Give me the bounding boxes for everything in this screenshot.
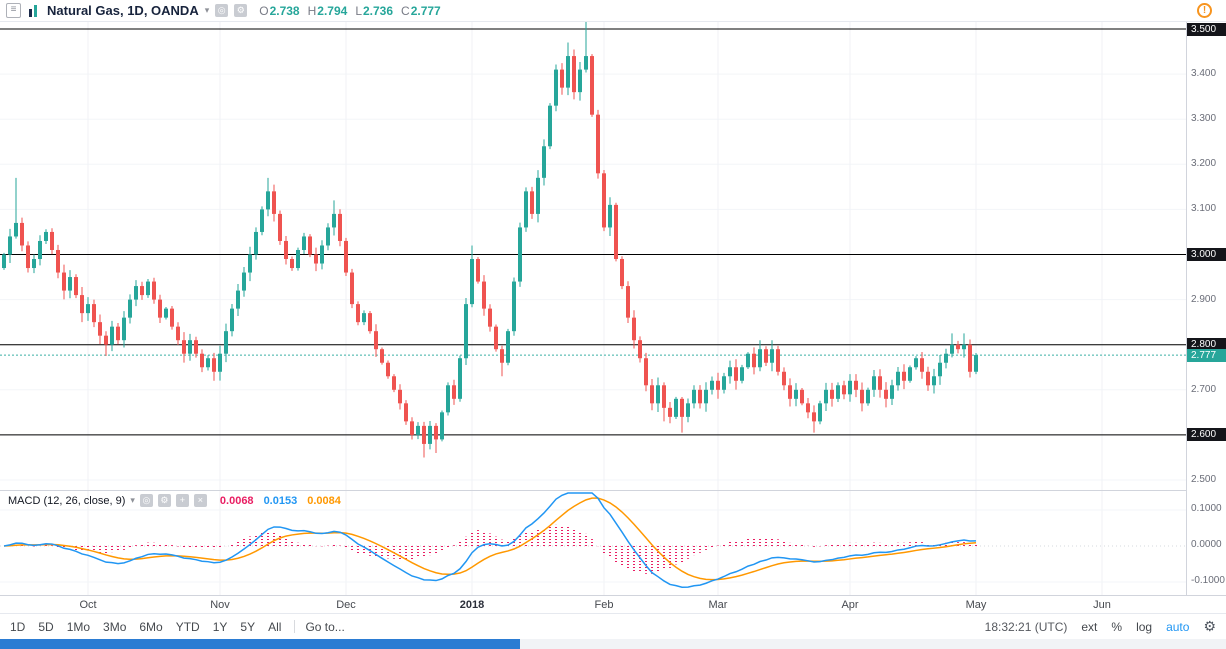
bottom-toolbar: 1D 5D 1Mo 3Mo 6Mo YTD 1Y 5Y All Go to... 18:32:21…: [0, 613, 1226, 639]
time-axis-label-nov: Nov: [210, 599, 230, 611]
macd-label[interactable]: MACD (12, 26, close, 9): [8, 494, 126, 507]
macd-axis-label: 0.1000: [1191, 503, 1222, 514]
price-line-tag: 3.000: [1187, 248, 1226, 261]
scrollbar-thumb[interactable]: [0, 639, 520, 649]
range-button-5d[interactable]: 5D: [38, 619, 54, 634]
price-axis-label: 3.400: [1191, 68, 1217, 80]
macd-legend: MACD (12, 26, close, 9) ▾ ◎ ⚙ + × 0.0068…: [8, 494, 341, 507]
time-axis-label-2018: 2018: [459, 599, 485, 611]
close-label: C: [401, 3, 410, 18]
menu-icon[interactable]: ≡: [6, 3, 21, 18]
symbol-dropdown-caret-icon[interactable]: ▾: [204, 5, 210, 15]
price-axis-label: 2.900: [1191, 293, 1217, 305]
range-button-3mo[interactable]: 3Mo: [103, 619, 127, 634]
macd-settings-icon[interactable]: ⚙: [157, 494, 171, 507]
time-axis-label-apr: Apr: [841, 599, 859, 611]
macd-add-icon[interactable]: +: [175, 494, 189, 507]
time-axis-label-oct: Oct: [79, 599, 97, 611]
macd-signal-value: 0.0084: [307, 494, 341, 507]
macd-histogram-value: 0.0068: [219, 494, 254, 507]
clock[interactable]: 18:32:21 (UTC): [984, 619, 1068, 634]
range-buttons-group: 1D 5D 1Mo 3Mo 6Mo YTD 1Y 5Y All Go to...: [10, 620, 345, 634]
macd-pane: [0, 490, 1186, 596]
price-line-tag: 3.500: [1187, 22, 1226, 36]
scale-button-ext[interactable]: ext: [1081, 619, 1098, 634]
price-axis[interactable]: 3.500 3.400 3.300 3.200 3.100 3.000 2.900 2.800…: [1186, 22, 1226, 595]
realtime-alert-icon[interactable]: !: [1197, 3, 1212, 18]
close-value: 2.777: [410, 3, 441, 18]
chart-logo-icon: [29, 4, 37, 17]
series-settings-icon[interactable]: ⚙: [234, 4, 248, 17]
macd-values: 0.0068 0.0153 0.0084: [220, 495, 341, 507]
scale-button-log[interactable]: log: [1136, 619, 1153, 634]
settings-gear-icon[interactable]: ⚙: [1203, 618, 1216, 634]
price-line-tag: 2.600: [1187, 428, 1226, 442]
macd-line-value: 0.0153: [263, 494, 298, 507]
scale-buttons: ext% log auto: [1067, 620, 1189, 634]
range-button-6mo[interactable]: 6Mo: [139, 619, 163, 634]
price-line-tag: 2.800: [1187, 338, 1226, 352]
time-axis[interactable]: Oct Nov Dec 2018 Feb Mar Apr May Jun: [0, 595, 1226, 613]
price-axis-label: 3.300: [1191, 113, 1217, 125]
macd-dropdown-caret-icon[interactable]: ▾: [130, 495, 135, 505]
last-price-tag: 2.777: [1187, 348, 1226, 362]
open-value: 2.738: [269, 3, 300, 18]
price-pane: [0, 22, 1186, 490]
low-value: 2.736: [363, 3, 394, 18]
scale-button-percent[interactable]: %: [1111, 619, 1123, 634]
time-axis-label-feb: Feb: [594, 599, 614, 611]
time-axis-label-dec: Dec: [336, 599, 356, 611]
range-button-ytd[interactable]: YTD: [175, 619, 200, 634]
macd-close-icon[interactable]: ×: [193, 494, 207, 507]
macd-chart-canvas[interactable]: [0, 491, 1186, 596]
price-axis-label: 2.700: [1191, 383, 1217, 395]
high-value: 2.794: [317, 3, 348, 18]
time-axis-label-mar: Mar: [708, 599, 728, 611]
price-axis-label: 2.500: [1191, 474, 1217, 485]
macd-axis-label: -0.1000: [1191, 575, 1225, 586]
range-button-5y[interactable]: 5Y: [240, 619, 256, 634]
price-axis-label: 3.200: [1191, 158, 1217, 170]
macd-visibility-icon[interactable]: ◎: [139, 494, 153, 507]
price-axis-label: 3.100: [1191, 203, 1217, 215]
symbol-title[interactable]: Natural Gas, 1D, OANDA: [47, 3, 199, 18]
scale-buttons-group: 18:32:21 (UTC) ext% log auto ⚙: [985, 618, 1216, 635]
range-button-all[interactable]: All: [268, 619, 282, 634]
horizontal-scrollbar[interactable]: [0, 639, 1226, 649]
scale-button-auto[interactable]: auto: [1166, 619, 1190, 634]
toolbar-divider: [294, 620, 296, 633]
range-button-1y[interactable]: 1Y: [212, 619, 228, 634]
price-chart-canvas[interactable]: [0, 22, 1186, 490]
open-label: O: [259, 3, 269, 18]
time-axis-label-jun: Jun: [1093, 599, 1111, 611]
time-axis-label-may: May: [965, 599, 987, 611]
ohlc-readout: O 2.738 H 2.794 L 2.736 C 2.777: [259, 4, 441, 18]
goto-button[interactable]: Go to...: [305, 619, 345, 634]
range-button-1d[interactable]: 1D: [10, 619, 26, 634]
series-visibility-icon[interactable]: ◎: [215, 4, 229, 17]
low-label: L: [355, 3, 362, 18]
range-button-1mo[interactable]: 1Mo: [66, 619, 91, 634]
high-label: H: [307, 3, 317, 18]
macd-axis-label: 0.0000: [1191, 539, 1222, 550]
